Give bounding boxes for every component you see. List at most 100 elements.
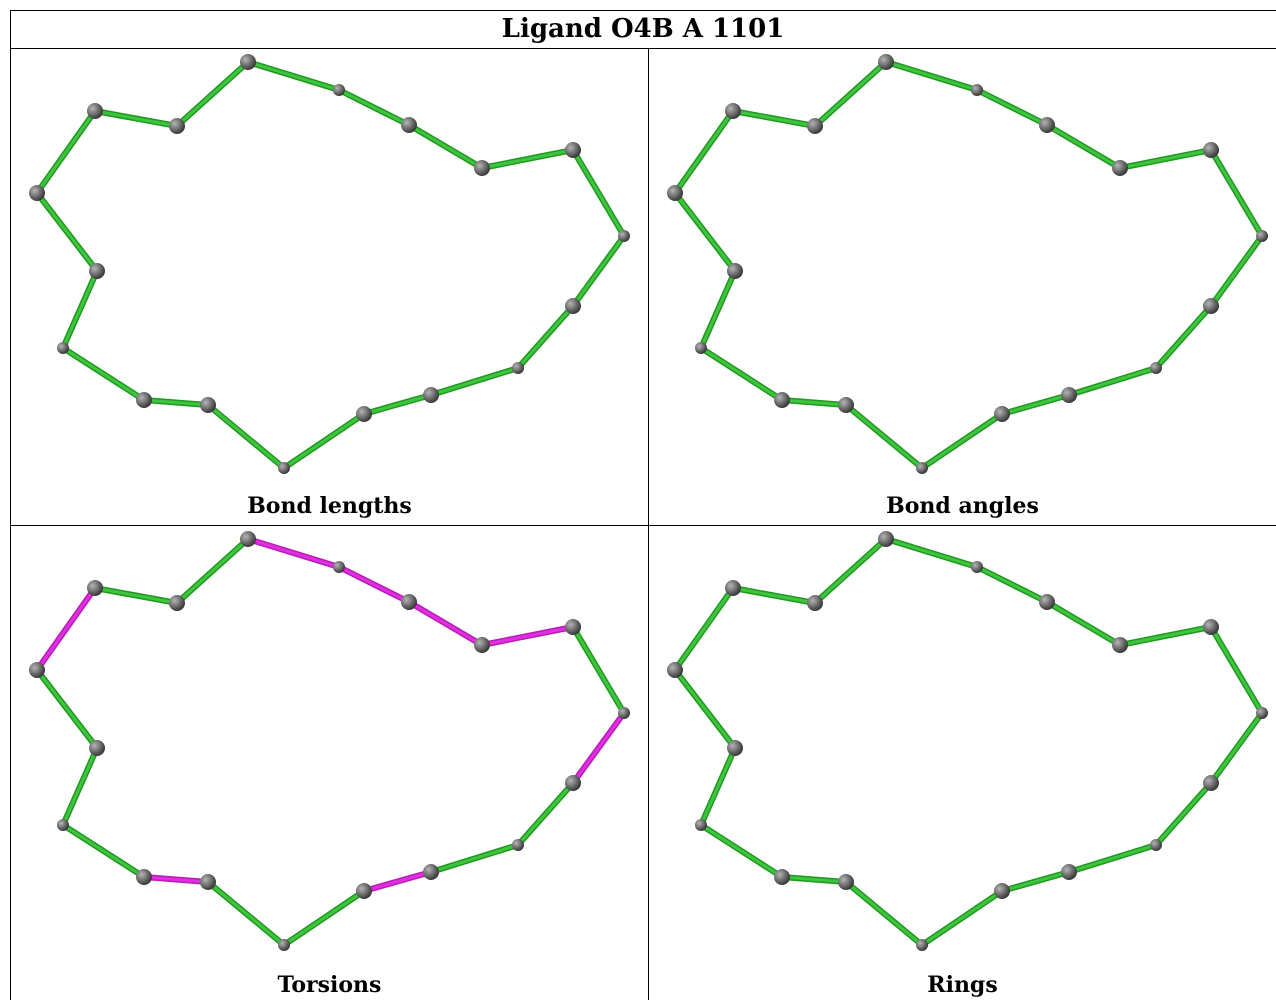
bond-highlight	[206, 403, 286, 470]
atom	[136, 869, 152, 885]
bond-highlight	[699, 346, 784, 402]
bond-highlight	[337, 565, 411, 604]
border-left	[10, 10, 11, 1000]
bond-highlight	[844, 403, 924, 470]
panel-bond-lengths: Bond lengths	[11, 49, 648, 525]
bond-highlight	[780, 398, 848, 407]
bond-highlight	[282, 889, 366, 947]
bond-highlight	[975, 565, 1049, 604]
atom	[725, 580, 741, 596]
atom	[356, 406, 372, 422]
atom	[1112, 160, 1128, 176]
atom	[807, 595, 823, 611]
atom	[916, 462, 928, 474]
bond-highlight	[516, 781, 575, 847]
bond-highlight	[673, 586, 735, 672]
figure-title: Ligand O4B A 1101	[501, 14, 785, 44]
atom	[169, 118, 185, 134]
bond-highlight	[93, 109, 179, 128]
divider-vertical	[648, 48, 649, 1000]
panel-caption: Torsions	[277, 972, 382, 998]
panel-rings: Rings	[649, 526, 1276, 1000]
bond-highlight	[571, 234, 626, 308]
atom	[423, 864, 439, 880]
panel-bond-angles: Bond angles	[649, 49, 1276, 525]
atom	[695, 819, 707, 831]
atom	[774, 392, 790, 408]
molecule-view-bond-lengths	[29, 54, 630, 474]
atom	[1203, 298, 1219, 314]
bond-highlight	[142, 875, 210, 884]
atom	[727, 740, 743, 756]
atom	[240, 54, 256, 70]
bond-highlight	[571, 625, 626, 715]
bond-highlight	[780, 875, 848, 884]
bond-highlight	[35, 668, 99, 750]
bond-highlight	[673, 109, 735, 195]
atom	[1150, 362, 1162, 374]
bond-highlight	[429, 843, 520, 874]
panel-torsions: Torsions	[11, 526, 648, 1000]
atom	[618, 230, 630, 242]
bond-highlight	[1209, 711, 1264, 785]
atom	[87, 580, 103, 596]
bond-highlight	[61, 346, 146, 402]
atom	[667, 185, 683, 201]
atom	[136, 392, 152, 408]
atom	[200, 874, 216, 890]
panel-caption: Rings	[927, 972, 998, 998]
atom	[807, 118, 823, 134]
bond-highlight	[1118, 625, 1213, 647]
atom	[87, 103, 103, 119]
atom	[1203, 142, 1219, 158]
bond-highlight	[571, 148, 626, 238]
molecule-view-bond-angles	[667, 54, 1268, 474]
bond-highlight	[920, 889, 1004, 947]
bond-highlight	[1000, 393, 1071, 416]
bond-highlight	[920, 412, 1004, 470]
bond-highlight	[407, 600, 484, 647]
divider-title	[10, 48, 1276, 49]
atom	[618, 707, 630, 719]
atom	[838, 397, 854, 413]
bond-highlight	[884, 537, 979, 569]
bond-highlight	[1067, 366, 1158, 397]
bond-highlight	[699, 746, 737, 827]
atom	[994, 883, 1010, 899]
bond-highlight	[699, 823, 784, 879]
bond-highlight	[975, 88, 1049, 127]
atom	[169, 595, 185, 611]
atom	[565, 775, 581, 791]
bond-highlight	[337, 88, 411, 127]
bond-highlight	[1209, 625, 1264, 715]
bond-highlight	[35, 586, 97, 672]
atom	[512, 839, 524, 851]
atom	[667, 662, 683, 678]
bond-highlight	[813, 537, 888, 605]
atom	[971, 561, 983, 573]
atom	[878, 54, 894, 70]
molecule-view-rings	[667, 531, 1268, 951]
panel-caption: Bond lengths	[247, 493, 412, 519]
bond-highlight	[1067, 843, 1158, 874]
atom	[278, 462, 290, 474]
atom	[1061, 864, 1077, 880]
bond-highlight	[282, 412, 366, 470]
bond-highlight	[246, 60, 341, 92]
atom	[401, 117, 417, 133]
bond-highlight	[407, 123, 484, 170]
atom	[200, 397, 216, 413]
atom	[994, 406, 1010, 422]
bond-highlight	[1209, 234, 1264, 308]
bond-highlight	[1000, 870, 1071, 893]
atom	[1203, 619, 1219, 635]
atom	[1039, 594, 1055, 610]
atom	[1061, 387, 1077, 403]
bond-highlight	[175, 537, 250, 605]
bond-highlight	[844, 880, 924, 947]
atom	[333, 84, 345, 96]
bond-highlight	[61, 269, 99, 350]
atom	[838, 874, 854, 890]
atom	[333, 561, 345, 573]
divider-middle	[10, 525, 1276, 526]
